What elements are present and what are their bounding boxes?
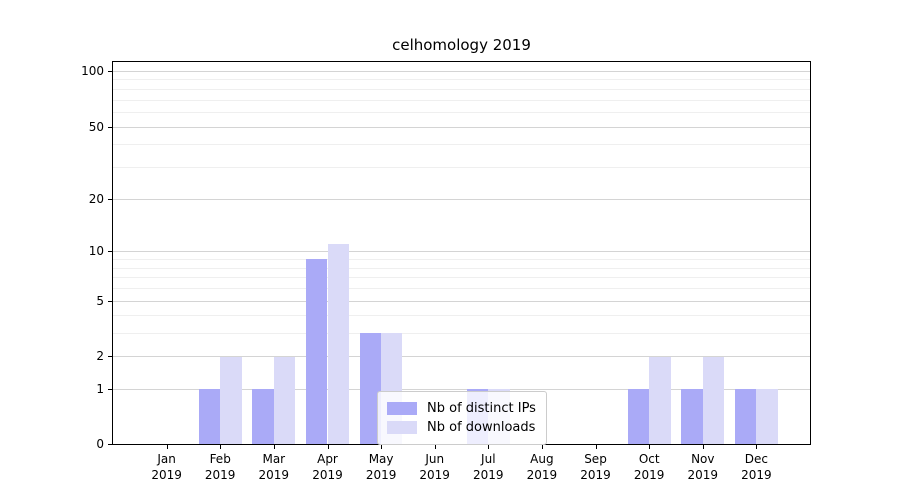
y-tick-label: 5 [96,293,104,308]
x-tick-mark [381,445,383,449]
y-tick-label: 0 [96,437,104,451]
y-tick-label: 50 [88,119,104,134]
y-tick-mark [108,70,112,72]
y-tick-mark [108,444,112,445]
legend-label-downloads: Nb of downloads [427,420,536,435]
gridline-minor [113,79,810,81]
gridline-major [113,70,810,72]
bar-downloads-nov [702,356,725,444]
x-tick-year: 2019 [473,468,504,482]
gridline-minor [113,288,810,290]
y-tick-mark [108,389,112,391]
x-tick-year: 2019 [526,468,558,482]
bar-distinct-ips-mar [252,389,274,444]
legend-swatch-downloads [387,421,417,434]
y-tick-label: 2 [96,349,104,364]
legend-swatch-distinct-ips [387,402,417,415]
x-tick-label: Jul 2019 [456,451,520,483]
bar-distinct-ips-dec [734,389,757,444]
bar-downloads-oct [649,356,671,444]
x-tick-mark [273,445,275,449]
x-tick-mark [327,445,329,449]
x-tick-label: Nov 2019 [671,451,735,483]
x-tick-mark [166,445,168,449]
x-tick-mark [488,445,490,449]
gridline-minor [113,277,810,279]
x-tick-label: Mar 2019 [242,451,306,483]
x-tick-year: 2019 [741,468,772,482]
y-tick-mark [108,126,112,128]
x-tick-year: 2019 [687,468,719,482]
bar-downloads-feb [220,356,242,444]
x-tick-mark [595,445,597,449]
x-tick-year: 2019 [204,468,236,482]
x-tick-year: 2019 [151,468,182,482]
x-tick-label: Apr 2019 [296,451,360,483]
x-tick-year: 2019 [312,468,343,482]
legend-item-distinct-ips: Nb of distinct IPs [387,399,536,418]
x-tick-label: Aug 2019 [510,451,574,483]
bar-downloads-mar [273,356,296,444]
y-tick-label: 1 [96,382,104,397]
bar-distinct-ips-apr [306,259,328,444]
gridline-minor [113,267,810,269]
x-tick-mark [649,445,651,449]
gridline-minor [113,144,810,146]
chart-title: celhomology 2019 [392,36,531,54]
bar-downloads-dec [756,389,778,444]
x-tick-mark [220,445,222,449]
bar-distinct-ips-may [359,333,381,444]
legend-label-distinct-ips: Nb of distinct IPs [427,401,536,416]
gridline-minor [113,88,810,90]
plot-area: Nb of distinct IPs Nb of downloads [112,61,811,445]
x-tick-label: Dec 2019 [724,451,788,483]
gridline-major [113,356,810,358]
gridline-minor [113,259,810,261]
y-tick-mark [108,300,112,302]
x-tick-mark [541,445,543,449]
x-tick-year: 2019 [258,468,290,482]
y-tick-label: 20 [88,191,104,206]
x-tick-label: Sep 2019 [564,451,628,483]
x-tick-year: 2019 [580,468,611,482]
bar-downloads-apr [327,244,349,444]
x-tick-label: May 2019 [349,451,413,483]
y-tick-mark [108,198,112,200]
gridline-major [113,198,810,200]
y-tick-mark [108,251,112,253]
legend-item-downloads: Nb of downloads [387,418,536,437]
gridline-minor [113,167,810,169]
x-tick-label: Jan 2019 [135,451,199,483]
gridline-minor [113,99,810,101]
x-tick-mark [702,445,704,449]
legend: Nb of distinct IPs Nb of downloads [377,391,547,445]
gridline-minor [113,333,810,335]
bar-distinct-ips-feb [198,389,221,444]
x-tick-label: Feb 2019 [188,451,252,483]
gridline-major [113,251,810,253]
x-tick-mark [756,445,758,449]
x-tick-label: Oct 2019 [617,451,681,483]
x-tick-year: 2019 [419,468,450,482]
bar-distinct-ips-nov [681,389,703,444]
gridline-major [113,300,810,302]
gridline-major [113,126,810,128]
x-tick-year: 2019 [633,468,665,482]
gridline-major [113,389,810,391]
gridline-minor [113,112,810,114]
gridline-minor [113,315,810,317]
x-tick-label: Jun 2019 [403,451,467,483]
y-tick-label: 10 [88,244,104,259]
x-tick-mark [434,445,436,449]
x-tick-year: 2019 [365,468,397,482]
y-tick-mark [108,356,112,358]
y-tick-label: 100 [81,63,104,78]
bar-distinct-ips-oct [627,389,650,444]
